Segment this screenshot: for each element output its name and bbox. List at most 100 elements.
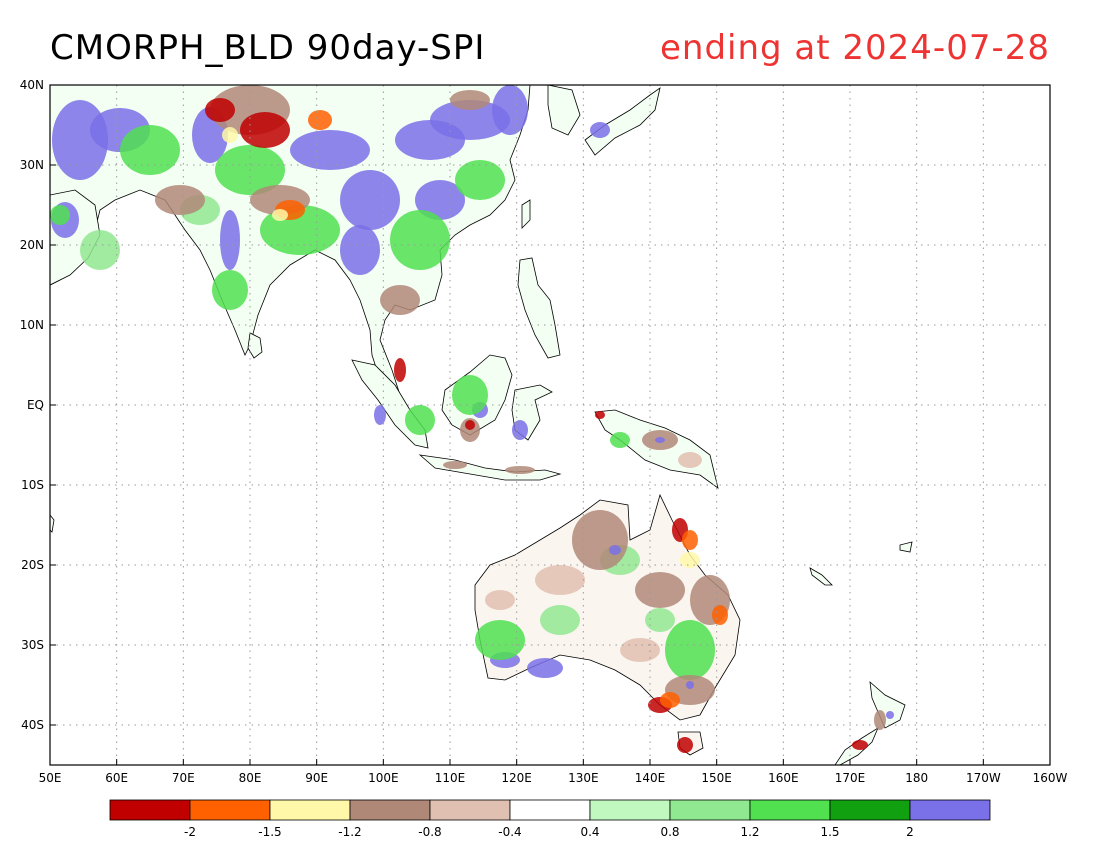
colorbar-swatch <box>509 799 591 821</box>
latitude-ticks: 40N 30N 20N 10N EQ 10S 20S 30S 40S <box>20 78 56 732</box>
spi-patch <box>492 85 528 135</box>
colorbar-label: -1.2 <box>338 825 361 839</box>
taiwan-landmass <box>521 199 531 229</box>
spi-patch <box>886 711 894 719</box>
spi-patch <box>452 375 488 415</box>
spi-patch <box>405 405 435 435</box>
spi-patch <box>590 122 610 138</box>
new-caledonia <box>809 567 833 586</box>
philippines-landmass <box>517 257 561 359</box>
lon-tick-label: 140E <box>635 771 666 785</box>
spi-patch <box>205 98 235 122</box>
map-title: CMORPH_BLD 90day-SPI <box>50 28 486 68</box>
lon-tick-label: 180 <box>905 771 928 785</box>
spi-patch <box>340 225 380 275</box>
spi-patch <box>443 461 467 469</box>
lon-tick-label: 170E <box>835 771 866 785</box>
spi-patch <box>485 590 515 610</box>
colorbar-label: 0.4 <box>580 825 599 839</box>
date-label: ending at 2024-07-28 <box>660 28 1050 68</box>
lat-tick-label: 20N <box>20 238 44 252</box>
japan-landmass <box>584 87 661 156</box>
spi-patch <box>120 125 180 175</box>
spi-patch <box>645 608 675 632</box>
colorbar-label: -0.8 <box>418 825 441 839</box>
colorbar-swatch <box>189 799 271 821</box>
spi-anomaly-fields <box>50 85 894 753</box>
spi-patch <box>527 658 563 678</box>
colorbar-swatch <box>829 799 911 821</box>
spi-patch <box>450 90 490 110</box>
lon-tick-label: 60E <box>105 771 128 785</box>
colorbar-label: 1.2 <box>740 825 759 839</box>
spi-patch <box>620 638 660 662</box>
spi-patch <box>380 285 420 315</box>
nz-north-island <box>869 681 906 729</box>
lon-tick-label: 150E <box>701 771 732 785</box>
lon-tick-label: 80E <box>239 771 262 785</box>
lon-tick-label: 170W <box>966 771 1001 785</box>
lon-tick-label: 120E <box>501 771 532 785</box>
spi-patch <box>660 692 680 708</box>
lon-tick-label: 130E <box>568 771 599 785</box>
spi-patch <box>535 565 585 595</box>
madagascar-edge <box>50 514 55 533</box>
colorbar-swatch <box>429 799 511 821</box>
spi-patch <box>678 452 702 468</box>
lat-tick-label: 40N <box>20 78 44 92</box>
lon-tick-label: 70E <box>172 771 195 785</box>
lat-tick-label: 30S <box>21 638 44 652</box>
spi-patch <box>610 432 630 448</box>
lon-tick-label: 90E <box>305 771 328 785</box>
spi-patch <box>455 160 505 200</box>
spi-patch <box>712 605 728 625</box>
spi-patch <box>505 466 535 474</box>
spi-patch <box>220 210 240 270</box>
spi-patch <box>374 405 386 425</box>
lon-tick-label: 50E <box>39 771 62 785</box>
lat-tick-label: EQ <box>27 398 44 412</box>
lon-tick-label: 110E <box>435 771 466 785</box>
colorbar-label: 2 <box>906 825 914 839</box>
spi-patch <box>272 209 288 221</box>
spi-patch <box>540 605 580 635</box>
spi-patch <box>340 170 400 230</box>
fiji <box>899 541 913 553</box>
spi-patch <box>635 572 685 608</box>
korea-landmass <box>547 85 581 136</box>
spi-patch <box>609 545 621 555</box>
spi-patch <box>390 210 450 270</box>
lat-tick-label: 30N <box>20 158 44 172</box>
spi-patch <box>595 411 605 419</box>
colorbar-swatch <box>749 799 831 821</box>
map-frame <box>49 84 1051 766</box>
colorbar-swatch <box>669 799 751 821</box>
sri-lanka-landmass <box>247 332 263 359</box>
lat-tick-label: 10S <box>21 478 44 492</box>
spi-patch <box>240 112 290 148</box>
spi-patch <box>465 420 475 430</box>
spi-patch <box>415 180 465 220</box>
lat-tick-label: 40S <box>21 718 44 732</box>
lon-tick-label: 160W <box>1033 771 1068 785</box>
spi-patch <box>475 620 525 660</box>
colorbar-label: -2 <box>184 825 196 839</box>
spi-patch <box>290 130 370 170</box>
spi-patch <box>155 185 205 215</box>
longitude-ticks: 50E 60E 70E 80E 90E 100E 110E 120E 130E 140E 150E 1… <box>39 759 1068 785</box>
spi-patch <box>665 620 715 680</box>
colorbar-swatch <box>269 799 351 821</box>
spi-patch <box>80 230 120 270</box>
spi-patch <box>394 358 406 382</box>
lon-tick-label: 160E <box>768 771 799 785</box>
spi-patch <box>308 110 332 130</box>
spi-patch <box>50 205 70 225</box>
spi-patch <box>512 420 528 440</box>
lat-tick-label: 10N <box>20 318 44 332</box>
spi-patch <box>430 100 510 140</box>
spi-patch <box>677 737 693 753</box>
map-gridlines <box>50 85 1050 765</box>
colorbar-swatch <box>109 799 191 821</box>
colorbar-label: -1.5 <box>258 825 281 839</box>
colorbar: -2 -1.5 -1.2 -0.8 -0.4 0.4 0.8 1.2 1.5 2 <box>109 799 991 839</box>
